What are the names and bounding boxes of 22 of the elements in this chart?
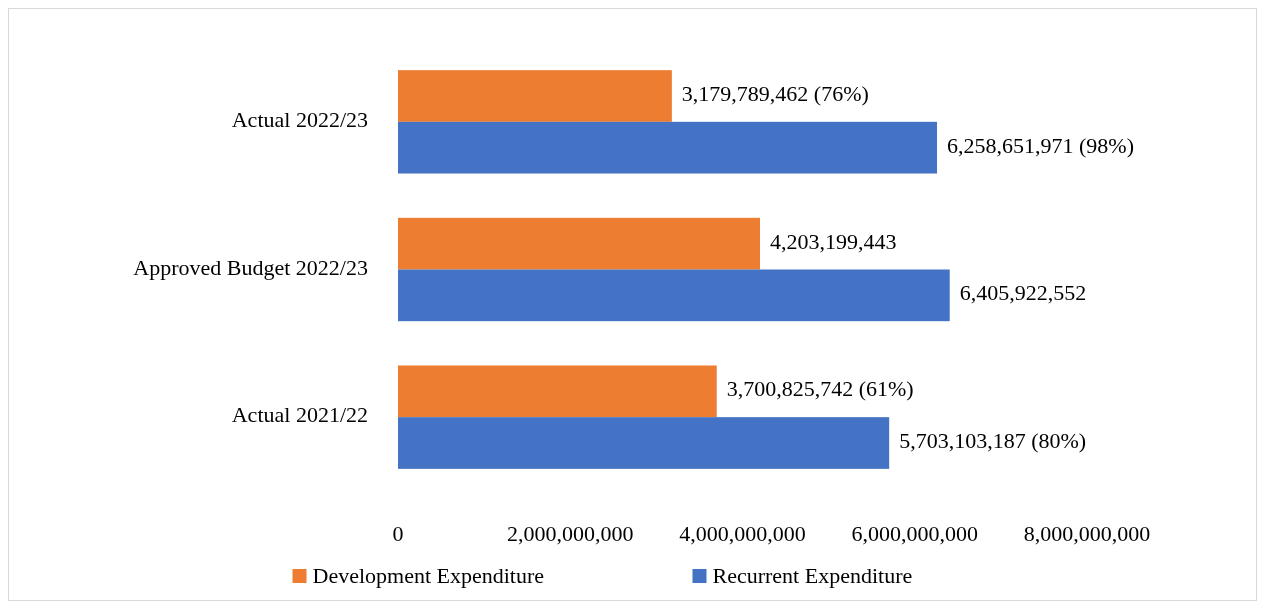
data-label: 5,703,103,187 (80%) <box>899 428 1087 454</box>
x-tick-label: 2,000,000,000 <box>507 521 634 546</box>
x-tick-label: 6,000,000,000 <box>851 521 978 546</box>
bar <box>398 70 672 122</box>
y-tick-label: Approved Budget 2022/23 <box>133 254 368 280</box>
x-tick-label: 0 <box>392 521 404 546</box>
bar <box>398 417 890 469</box>
bar <box>398 121 938 174</box>
bar <box>398 365 717 418</box>
data-label: 6,405,922,552 <box>959 280 1087 306</box>
y-tick-label: Actual 2021/22 <box>231 402 368 428</box>
bar <box>398 269 950 322</box>
data-label: 3,179,789,462 (76%) <box>681 81 869 107</box>
data-label: 4,203,199,443 <box>770 228 897 254</box>
legend-label: Development Expenditure <box>312 563 545 588</box>
data-label: 6,258,651,971 (98%) <box>947 132 1135 158</box>
x-tick-label: 4,000,000,000 <box>679 521 806 546</box>
y-tick-label: Actual 2022/23 <box>231 106 368 132</box>
x-tick-label: 8,000,000,000 <box>1023 521 1151 546</box>
bar <box>398 217 760 270</box>
data-label: 3,700,825,742 (61%) <box>726 376 914 402</box>
legend-label: Recurrent Expenditure <box>712 563 913 588</box>
